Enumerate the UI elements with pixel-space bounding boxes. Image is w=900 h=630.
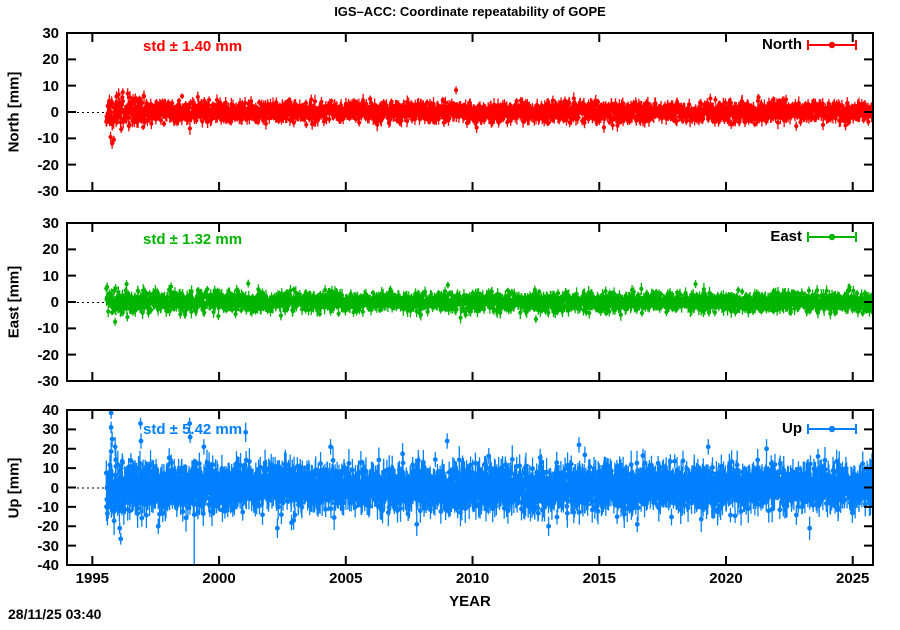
y-tick-label-east: -30	[37, 373, 59, 390]
std-annotation-east: std ± 1.32 mm	[143, 231, 243, 248]
x-tick-label: 1995	[75, 570, 110, 587]
y-tick-label-east: 10	[42, 267, 59, 285]
legend-label-up: Up	[782, 420, 802, 437]
y-tick-label-east: 20	[42, 241, 59, 259]
y-tick-label-up: -40	[37, 557, 59, 574]
y-tick-label-up: -30	[37, 537, 59, 555]
chart-title: IGS–ACC: Coordinate repeatability of GOP…	[334, 4, 606, 19]
y-tick-label-up: 40	[42, 402, 59, 419]
y-tick-label-north: -30	[37, 183, 59, 200]
legend-label-north: North	[762, 36, 802, 53]
legend-label-east: East	[770, 228, 802, 245]
x-tick-label: 2005	[329, 570, 363, 587]
y-tick-label-up: 10	[42, 460, 59, 478]
plot-timestamp: 28/11/25 03:40	[8, 606, 102, 622]
y-tick-label-north: 20	[42, 51, 59, 69]
std-annotation-north: std ± 1.40 mm	[143, 38, 243, 55]
y-tick-label-up: 20	[42, 440, 59, 458]
x-tick-label: 2010	[455, 570, 490, 587]
y-tick-label-east: 30	[42, 215, 59, 232]
y-tick-label-up: -20	[37, 518, 59, 536]
y-tick-label-north: 0	[50, 104, 59, 121]
y-tick-label-east: 0	[50, 294, 59, 311]
y-tick-label-north: -10	[37, 130, 59, 148]
x-axis-label: YEAR	[449, 593, 491, 610]
y-tick-label-north: 10	[42, 77, 59, 95]
y-tick-label-north: 30	[42, 25, 59, 42]
y-tick-label-up: 0	[50, 479, 59, 497]
x-tick-label: 2020	[709, 570, 743, 587]
x-tick-label: 2025	[836, 570, 870, 587]
y-tick-label-up: -10	[37, 498, 59, 516]
x-tick-label: 2000	[202, 570, 236, 587]
y-tick-label-east: -20	[37, 346, 59, 364]
x-tick-label: 2015	[582, 570, 616, 587]
y-tick-label-east: -10	[37, 320, 59, 338]
std-annotation-up: std ± 5.42 mm	[143, 421, 243, 438]
y-tick-label-up: 30	[42, 421, 59, 439]
y-tick-label-north: -20	[37, 156, 59, 174]
